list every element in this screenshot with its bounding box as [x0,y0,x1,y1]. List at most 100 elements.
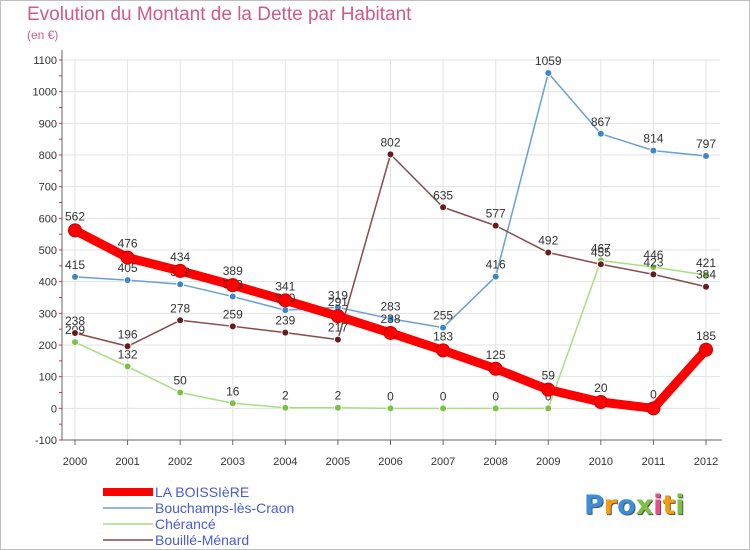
data-point [123,276,132,285]
y-tick-label: 200 [39,340,57,352]
data-label: 467 [591,241,611,255]
data-point [225,278,240,293]
data-point [593,395,608,409]
data-label: 635 [433,188,453,202]
data-point [646,401,661,416]
data-label: 255 [433,309,453,323]
data-point [228,322,237,331]
y-tick-label: 500 [39,245,57,257]
data-point [702,151,710,160]
data-label: 16 [226,384,240,398]
data-label: 455 [591,245,611,259]
data-label: 0 [492,389,499,403]
data-label: 415 [65,258,85,272]
data-label: 0 [440,389,447,403]
x-tick-label: 2012 [694,456,718,468]
data-label: 389 [223,264,243,278]
data-label: 2 [335,389,342,403]
x-tick-label: 2003 [221,456,245,468]
data-point [71,338,79,347]
data-point [436,343,451,358]
x-tick-label: 2002 [168,456,192,468]
data-point [491,404,500,413]
y-tick-label: -100 [35,435,57,447]
data-point [439,203,448,212]
data-label: 259 [223,307,243,321]
legend-label: Chérancé [155,516,216,532]
data-label: 434 [170,250,190,264]
x-tick-label: 2011 [642,456,666,468]
y-tick-label: 400 [39,277,57,289]
data-label: 50 [173,374,187,388]
data-label: 278 [170,301,190,315]
data-label: 492 [538,234,558,248]
data-label: 1059 [535,54,562,68]
data-point [541,382,556,397]
data-label: 814 [643,132,663,146]
data-label: 0 [387,389,394,403]
data-label: 423 [643,255,663,269]
x-tick-label: 2006 [378,456,402,468]
chart-subtitle: (en €) [27,28,59,42]
x-tick-label: 2005 [326,456,350,468]
data-label: 577 [486,207,506,221]
data-label: 125 [486,348,506,362]
data-point [544,248,553,257]
data-point [702,271,710,280]
data-point [699,342,713,357]
data-label: 291 [328,295,348,309]
data-point [176,280,185,289]
data-point [386,314,395,323]
data-label: 239 [275,314,295,328]
data-point [281,403,290,412]
data-point [596,260,605,269]
x-tick-label: 2004 [273,456,297,468]
y-tick-label: 100 [39,372,57,384]
data-label: 797 [696,137,716,151]
y-tick-label: 1100 [33,55,57,67]
data-label: 20 [594,381,608,395]
data-label: 384 [696,268,716,282]
chart-title: Evolution du Montant de la Dette par Hab… [27,4,412,25]
data-point [544,404,553,413]
legend-label: LA BOISSIèRE [155,484,249,500]
data-point [491,272,500,281]
data-point [544,68,553,77]
data-label: 0 [650,387,657,401]
data-label: 319 [328,288,348,302]
data-label: 238 [65,314,85,328]
data-label: 185 [696,329,716,343]
data-label: 476 [118,237,138,251]
y-tick-label: 800 [39,150,57,162]
data-point [596,129,605,138]
data-label: 132 [118,348,138,362]
data-label: 421 [696,256,716,270]
y-tick-label: 900 [39,118,57,130]
data-label: 2 [282,389,289,403]
data-label: 196 [118,327,138,341]
data-point [71,328,79,337]
x-tick-label: 2000 [63,456,87,468]
data-point [173,263,188,278]
data-label: 446 [643,248,663,262]
data-label: 341 [275,279,295,293]
legend-label: Bouillé-Ménard [155,532,249,548]
data-point [386,404,395,413]
proxiti-logo: Proxiti [584,490,685,521]
data-label: 283 [380,300,400,314]
data-label: 416 [486,258,506,272]
data-point [649,146,658,155]
data-point [123,362,132,371]
data-point [228,292,237,301]
y-tick-label: 300 [39,308,57,320]
data-point [649,270,658,279]
data-label: 238 [380,312,400,326]
data-point [71,272,79,281]
data-point [439,404,448,413]
x-tick-label: 2010 [589,456,613,468]
x-tick-label: 2009 [536,456,560,468]
data-point [120,250,135,265]
data-point [281,306,290,315]
data-label: 405 [118,261,138,275]
data-point [702,282,710,291]
